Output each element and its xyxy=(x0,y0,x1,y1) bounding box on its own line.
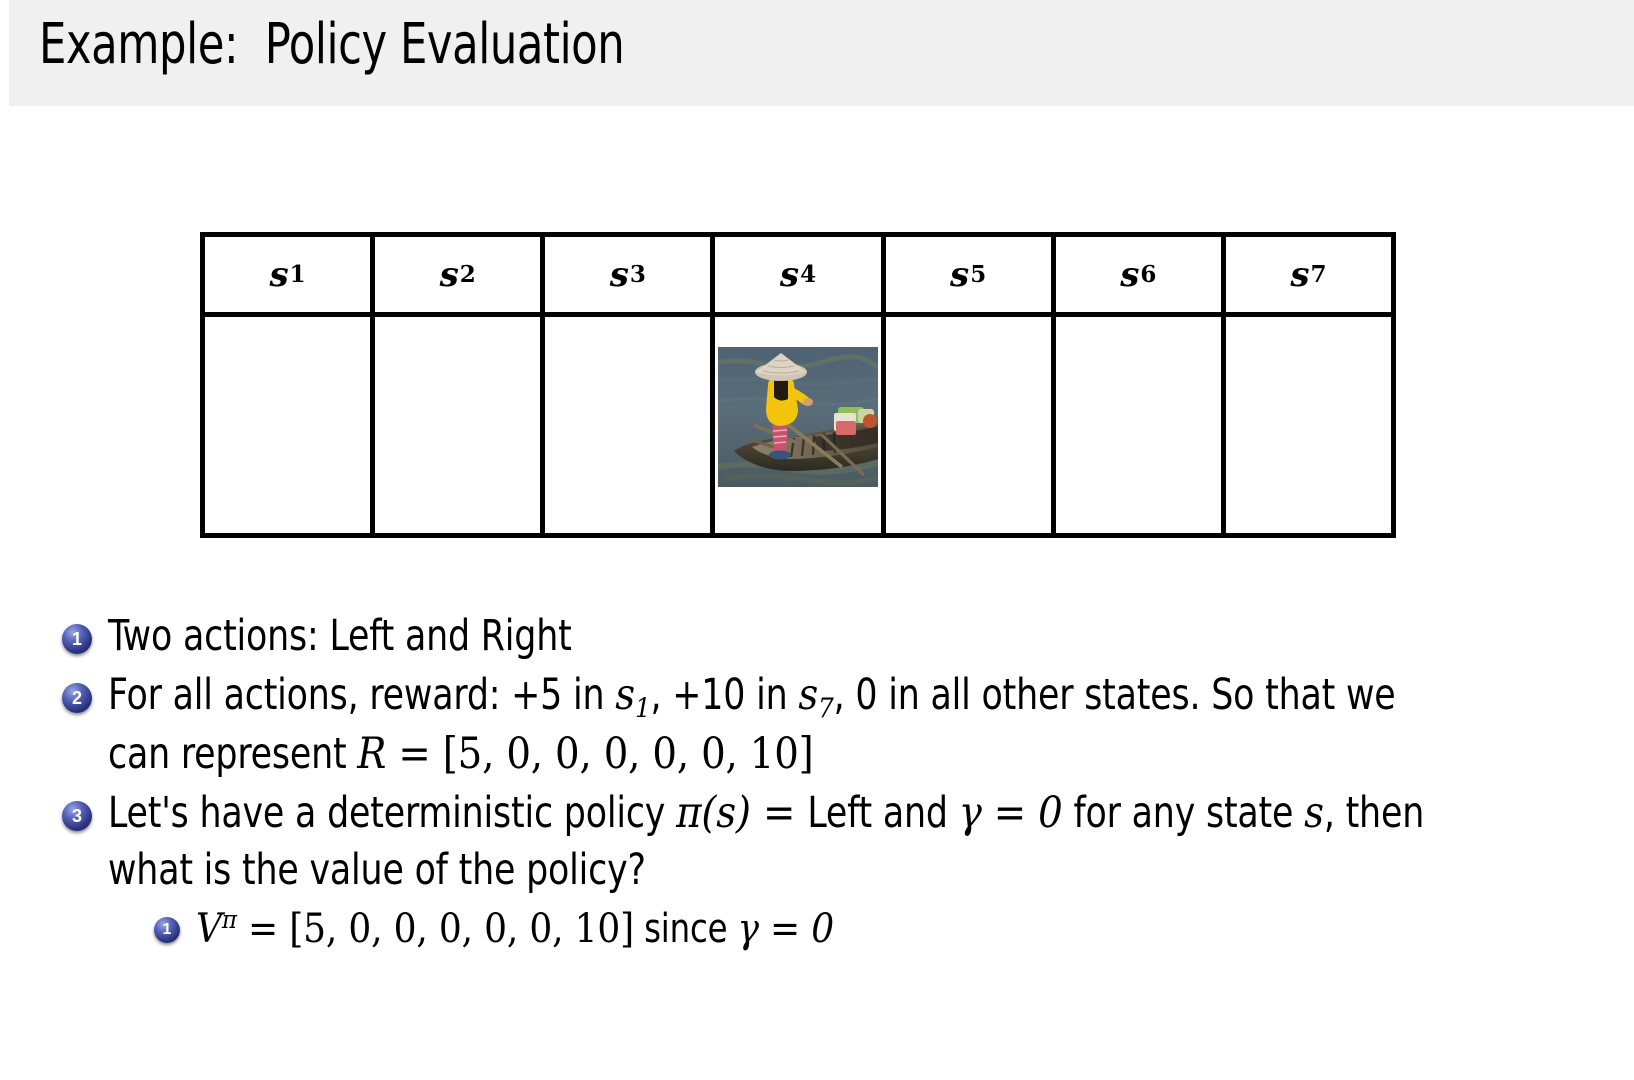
bullet-list: 1 Two actions: Left and Right 2 For all … xyxy=(62,608,1602,957)
state-label-subscript: 4 xyxy=(800,261,817,288)
state-cell-s3[interactable] xyxy=(545,317,710,533)
state-label-subscript: 2 xyxy=(459,261,476,288)
bullet-number-icon: 1 xyxy=(62,624,92,654)
state-cell-s7[interactable] xyxy=(1226,317,1391,533)
state-label-subscript: 7 xyxy=(1310,261,1327,288)
state-cell-s1[interactable] xyxy=(205,317,370,533)
sub-bullet-list: 1 Vπ = [5, 0, 0, 0, 0, 0, 10] since γ = … xyxy=(154,903,1602,956)
boat-photo xyxy=(717,347,878,487)
list-item: 1 Two actions: Left and Right xyxy=(62,608,1602,665)
state-label-subscript: 1 xyxy=(289,261,306,288)
sub-bullet-text-1: Vπ = [5, 0, 0, 0, 0, 0, 10] since γ = 0 xyxy=(196,904,835,952)
state-label-subscript: 6 xyxy=(1140,261,1157,288)
state-cell-s5[interactable] xyxy=(886,317,1051,533)
state-label-base: s xyxy=(439,254,459,295)
state-label-base: s xyxy=(269,254,289,295)
state-label-subscript: 3 xyxy=(629,261,646,288)
state-label-base: s xyxy=(779,254,800,295)
bullet-number-icon: 2 xyxy=(62,682,92,713)
bullet-text-2: For all actions, reward: +5 in s1, +10 i… xyxy=(108,669,1396,780)
bullet-number-icon: 1 xyxy=(154,916,180,943)
state-label-base: s xyxy=(950,254,970,295)
state-cell-s4[interactable] xyxy=(715,317,880,533)
slide-header: Example: Policy Evaluation xyxy=(0,0,1634,106)
bullet-text-1: Two actions: Left and Right xyxy=(108,611,572,661)
bullet-number-icon: 3 xyxy=(62,801,92,832)
state-label-subscript: 5 xyxy=(970,261,987,288)
state-cell-s6[interactable] xyxy=(1056,317,1221,533)
state-label-base: s xyxy=(609,254,629,295)
page-title: Example: Policy Evaluation xyxy=(39,12,625,77)
bullet-text-3: Let's have a deterministic policy π(s) =… xyxy=(108,788,1425,895)
state-label-base: s xyxy=(1120,254,1140,295)
list-item: 2 For all actions, reward: +5 in s1, +10… xyxy=(62,667,1602,783)
state-label-base: s xyxy=(1290,254,1310,295)
list-item: 1 Vπ = [5, 0, 0, 0, 0, 0, 10] since γ = … xyxy=(154,903,1602,956)
list-item: 3 Let's have a deterministic policy π(s)… xyxy=(62,785,1602,899)
state-cell-s2[interactable] xyxy=(375,317,540,533)
